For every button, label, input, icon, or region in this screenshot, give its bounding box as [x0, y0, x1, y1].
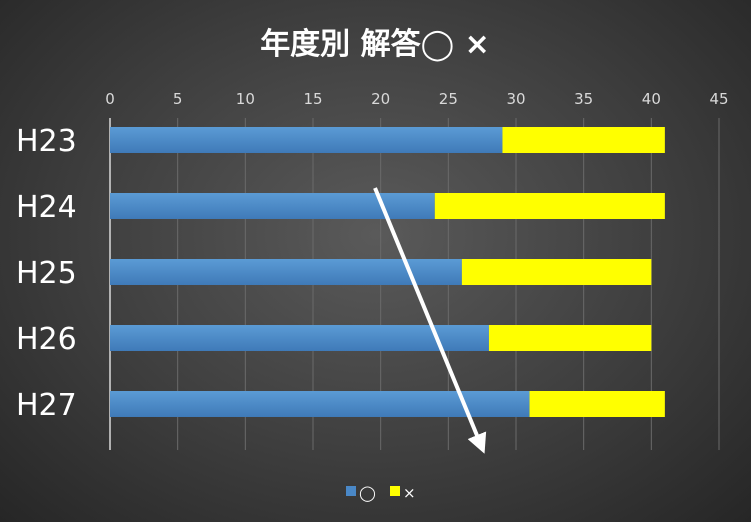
legend-swatch — [390, 486, 400, 496]
trend-arrow — [373, 187, 487, 454]
x-tick-label: 35 — [574, 90, 593, 108]
x-tick-label: 5 — [173, 90, 183, 108]
bar-incorrect — [461, 259, 652, 285]
bar-correct — [110, 259, 462, 285]
bar-incorrect — [434, 193, 665, 219]
bar-correct — [110, 127, 503, 153]
category-label: H24 — [16, 190, 77, 225]
category-label: H25 — [16, 256, 77, 291]
bar-incorrect — [529, 391, 665, 417]
category-label: H27 — [16, 388, 77, 423]
x-tick-label: 25 — [439, 90, 458, 108]
chart-title: 年度別 解答◯ × — [260, 27, 490, 62]
x-tick-label: 45 — [709, 90, 728, 108]
legend-swatch — [346, 486, 356, 496]
x-tick-label: 20 — [371, 90, 390, 108]
bar-incorrect — [488, 325, 652, 351]
legend-label: × — [403, 484, 416, 502]
x-tick-label: 10 — [236, 90, 255, 108]
x-tick-label: 0 — [105, 90, 115, 108]
x-tick-label: 15 — [303, 90, 322, 108]
bar-correct — [110, 325, 489, 351]
legend-label: ◯ — [359, 484, 376, 502]
category-label: H23 — [16, 124, 77, 159]
x-tick-label: 40 — [642, 90, 661, 108]
category-label: H26 — [16, 322, 77, 357]
legend: ◯ × — [346, 484, 416, 502]
x-tick-label: 30 — [506, 90, 525, 108]
bar-incorrect — [502, 127, 665, 153]
